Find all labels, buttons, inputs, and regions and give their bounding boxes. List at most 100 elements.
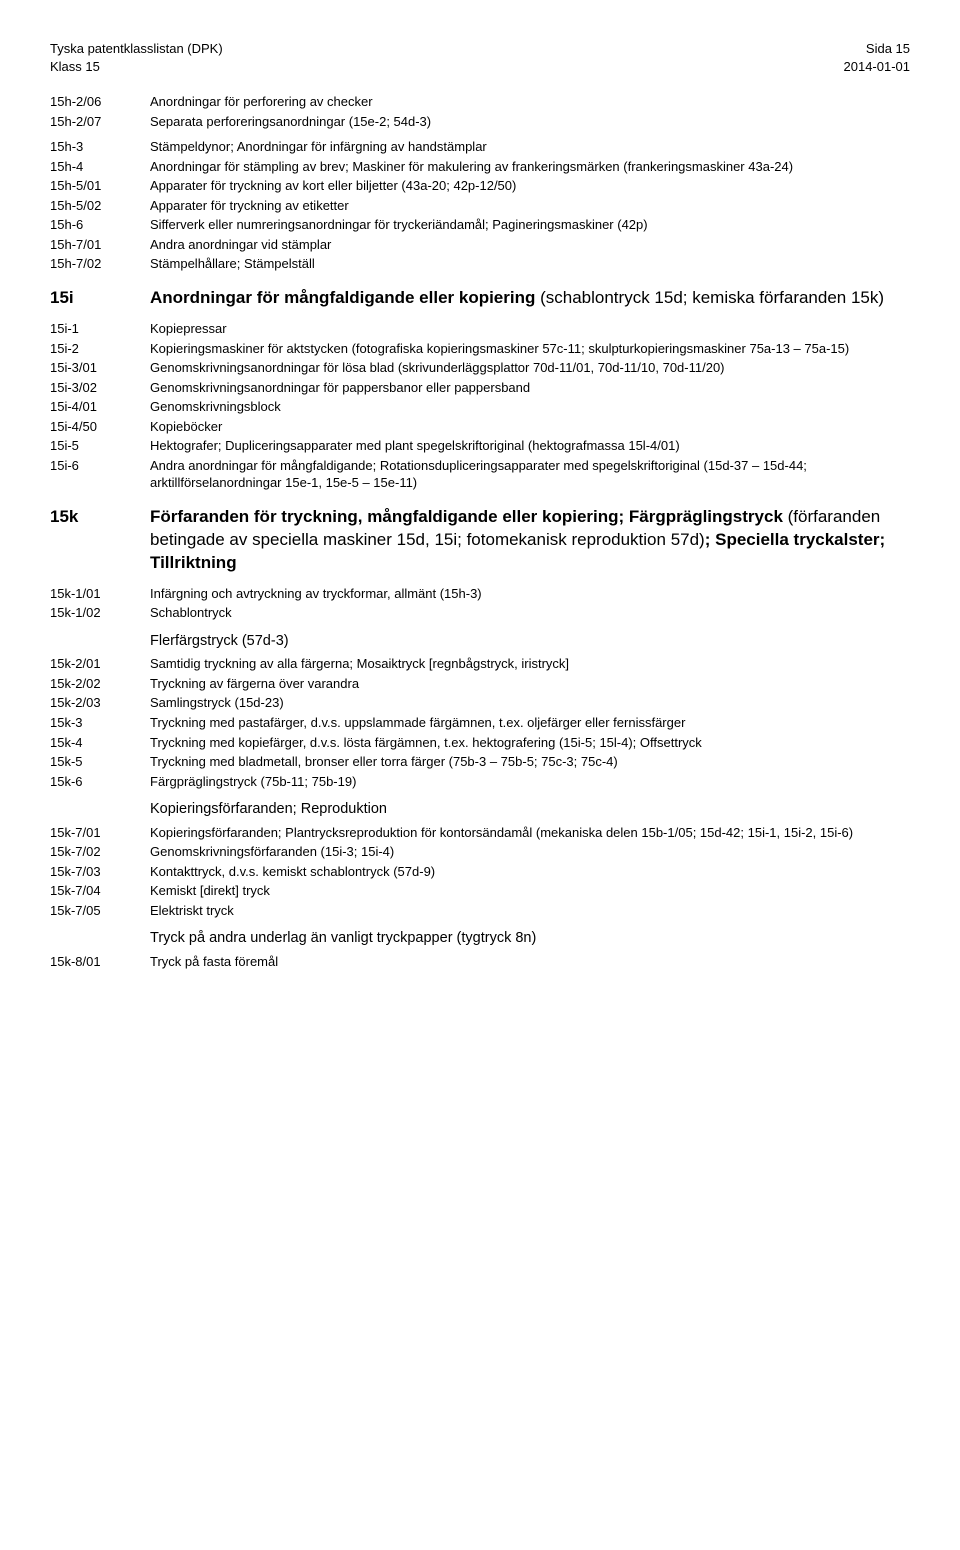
entry-code: 15k-7/03 [50, 863, 150, 881]
entry-desc: Tryckning med kopiefärger, d.v.s. lösta … [150, 734, 910, 752]
entry-row: 15i-5Hektografer; Dupliceringsapparater … [50, 437, 910, 455]
entry-desc: Tryckning med pastafärger, d.v.s. uppsla… [150, 714, 910, 732]
sub-heading-code [50, 929, 150, 949]
entry-desc: Genomskrivningsanordningar för pappersba… [150, 379, 910, 397]
entry-row: 15h-2/06Anordningar för perforering av c… [50, 93, 910, 111]
entry-code: 15k-7/04 [50, 882, 150, 900]
entry-row: 15h-4Anordningar för stämpling av brev; … [50, 158, 910, 176]
entry-desc: Schablontryck [150, 604, 910, 622]
entry-desc: Kopieringsförfaranden; Plantrycksreprodu… [150, 824, 910, 842]
entry-code: 15k-4 [50, 734, 150, 752]
entry-desc: Stämpelhållare; Stämpelställ [150, 255, 910, 273]
entry-code: 15k-1/01 [50, 585, 150, 603]
entry-code: 15h-2/06 [50, 93, 150, 111]
entry-row: 15h-7/02Stämpelhållare; Stämpelställ [50, 255, 910, 273]
entry-desc: Hektografer; Dupliceringsapparater med p… [150, 437, 910, 455]
entry-code: 15k-7/02 [50, 843, 150, 861]
entry-desc: Elektriskt tryck [150, 902, 910, 920]
section-code: 15k [50, 506, 150, 575]
sub-heading-desc: Flerfärgstryck (57d-3) [150, 632, 910, 652]
section-desc: Förfaranden för tryckning, mångfaldigand… [150, 506, 910, 575]
entry-row: 15h-7/01Andra anordningar vid stämplar [50, 236, 910, 254]
entry-code: 15k-6 [50, 773, 150, 791]
entry-row: 15k-7/02Genomskrivningsförfaranden (15i-… [50, 843, 910, 861]
entry-row: 15h-6Sifferverk eller numreringsanordnin… [50, 216, 910, 234]
entry-row: 15k-7/05Elektriskt tryck [50, 902, 910, 920]
section-bold: Anordningar för mångfaldigande eller kop… [150, 288, 535, 307]
entry-code: 15h-4 [50, 158, 150, 176]
entry-desc: Samlingstryck (15d-23) [150, 694, 910, 712]
entry-row: 15h-2/07Separata perforeringsanordningar… [50, 113, 910, 131]
entry-row: 15i-2Kopieringsmaskiner för aktstycken (… [50, 340, 910, 358]
entry-desc: Tryckning med bladmetall, bronser eller … [150, 753, 910, 771]
sub-heading-desc: Tryck på andra underlag än vanligt tryck… [150, 929, 910, 949]
entry-row: 15i-3/02Genomskrivningsanordningar för p… [50, 379, 910, 397]
entry-row: 15k-4Tryckning med kopiefärger, d.v.s. l… [50, 734, 910, 752]
section-desc: Anordningar för mångfaldigande eller kop… [150, 287, 910, 310]
entry-code: 15k-8/01 [50, 953, 150, 971]
section-light: (schablontryck 15d; kemiska förfaranden … [535, 288, 884, 307]
entry-row: 15k-5Tryckning med bladmetall, bronser e… [50, 753, 910, 771]
entry-row: 15k-8/01Tryck på fasta föremål [50, 953, 910, 971]
entry-code: 15i-4/01 [50, 398, 150, 416]
entry-row: 15h-5/02Apparater för tryckning av etike… [50, 197, 910, 215]
header-class: Klass 15 [50, 58, 223, 76]
entry-desc: Anordningar för perforering av checker [150, 93, 910, 111]
entry-row: 15h-5/01Apparater för tryckning av kort … [50, 177, 910, 195]
entry-code: 15h-5/01 [50, 177, 150, 195]
entry-code: 15h-3 [50, 138, 150, 156]
sub-heading-desc: Kopieringsförfaranden; Reproduktion [150, 800, 910, 820]
entry-desc: Separata perforeringsanordningar (15e-2;… [150, 113, 910, 131]
entry-desc: Anordningar för stämpling av brev; Maski… [150, 158, 910, 176]
entry-row: 15k-7/01Kopieringsförfaranden; Plantryck… [50, 824, 910, 842]
entry-desc: Apparater för tryckning av etiketter [150, 197, 910, 215]
entry-code: 15h-5/02 [50, 197, 150, 215]
entry-desc: Kontakttryck, d.v.s. kemiskt schablontry… [150, 863, 910, 881]
entry-desc: Tryck på fasta föremål [150, 953, 910, 971]
entry-desc: Genomskrivningsförfaranden (15i-3; 15i-4… [150, 843, 910, 861]
entry-desc: Kopieböcker [150, 418, 910, 436]
entry-desc: Kopiepressar [150, 320, 910, 338]
entry-row: 15h-3Stämpeldynor; Anordningar för infär… [50, 138, 910, 156]
entry-desc: Apparater för tryckning av kort eller bi… [150, 177, 910, 195]
entry-desc: Andra anordningar vid stämplar [150, 236, 910, 254]
section-heading: 15iAnordningar för mångfaldigande eller … [50, 287, 910, 310]
entry-code: 15k-7/05 [50, 902, 150, 920]
entry-code: 15i-1 [50, 320, 150, 338]
entry-code: 15h-7/01 [50, 236, 150, 254]
section-heading: 15kFörfaranden för tryckning, mångfaldig… [50, 506, 910, 575]
entry-row: 15k-3Tryckning med pastafärger, d.v.s. u… [50, 714, 910, 732]
entry-row: 15i-4/50Kopieböcker [50, 418, 910, 436]
entry-row: 15i-4/01Genomskrivningsblock [50, 398, 910, 416]
header-date: 2014-01-01 [844, 58, 911, 76]
header-right: Sida 15 2014-01-01 [844, 40, 911, 75]
entry-row: 15k-2/03Samlingstryck (15d-23) [50, 694, 910, 712]
entry-code: 15k-5 [50, 753, 150, 771]
sub-heading-code [50, 800, 150, 820]
sub-heading: Kopieringsförfaranden; Reproduktion [50, 800, 910, 820]
content-list: 15h-2/06Anordningar för perforering av c… [50, 93, 910, 970]
entry-code: 15h-2/07 [50, 113, 150, 131]
entry-code: 15k-2/01 [50, 655, 150, 673]
entry-desc: Genomskrivningsblock [150, 398, 910, 416]
entry-row: 15k-2/02Tryckning av färgerna över varan… [50, 675, 910, 693]
entry-code: 15k-1/02 [50, 604, 150, 622]
section-bold: Förfaranden för tryckning, mångfaldigand… [150, 507, 783, 526]
entry-code: 15h-6 [50, 216, 150, 234]
header-left: Tyska patentklasslistan (DPK) Klass 15 [50, 40, 223, 75]
entry-code: 15k-2/02 [50, 675, 150, 693]
entry-code: 15i-3/02 [50, 379, 150, 397]
entry-desc: Andra anordningar för mångfaldigande; Ro… [150, 457, 910, 492]
entry-code: 15k-7/01 [50, 824, 150, 842]
page-header: Tyska patentklasslistan (DPK) Klass 15 S… [50, 40, 910, 75]
entry-code: 15i-2 [50, 340, 150, 358]
entry-code: 15k-2/03 [50, 694, 150, 712]
entry-row: 15k-7/04Kemiskt [direkt] tryck [50, 882, 910, 900]
entry-code: 15i-4/50 [50, 418, 150, 436]
sub-heading: Flerfärgstryck (57d-3) [50, 632, 910, 652]
entry-desc: Samtidig tryckning av alla färgerna; Mos… [150, 655, 910, 673]
entry-desc: Infärgning och avtryckning av tryckforma… [150, 585, 910, 603]
entry-code: 15i-5 [50, 437, 150, 455]
sub-heading: Tryck på andra underlag än vanligt tryck… [50, 929, 910, 949]
entry-desc: Genomskrivningsanordningar för lösa blad… [150, 359, 910, 377]
